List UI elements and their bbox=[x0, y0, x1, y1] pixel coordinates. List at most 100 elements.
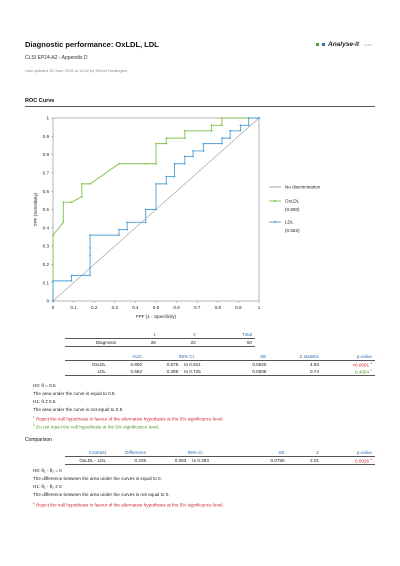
last-updated-text: Last updated 25 June 2015 at 14:02 by Si… bbox=[25, 68, 128, 73]
column-header: SE bbox=[260, 354, 267, 359]
series-point-oxldl bbox=[144, 162, 147, 165]
column-header: SE bbox=[278, 450, 285, 455]
series-point-oxldl bbox=[89, 182, 91, 185]
x-tick-label: 0.4 bbox=[132, 305, 139, 310]
series-point-oxldl bbox=[183, 129, 186, 132]
footnote-reject: 1 Reject the null hypothesis in favour o… bbox=[33, 501, 224, 508]
series-point-ldl bbox=[229, 137, 232, 140]
x-tick-label: 0.1 bbox=[70, 305, 77, 310]
row-label: Diagnosis bbox=[95, 340, 116, 345]
series-point-ldl bbox=[247, 124, 250, 127]
series-point-ldl bbox=[118, 234, 120, 237]
column-header: Total bbox=[242, 332, 252, 337]
table-cell: 0.800 bbox=[130, 362, 143, 367]
column-header: 95% CI bbox=[178, 354, 194, 359]
legend-label: OxLDL bbox=[285, 199, 300, 204]
legend-sublabel: (0.562) bbox=[285, 228, 300, 233]
series-point-oxldl bbox=[165, 137, 168, 140]
series-point-oxldl bbox=[221, 117, 223, 119]
y-axis-label: TPF (Sensitivity) bbox=[33, 192, 38, 226]
column-header: AUC bbox=[132, 354, 142, 359]
y-tick-label: 0.6 bbox=[43, 189, 50, 194]
x-tick-label: 0.7 bbox=[194, 305, 201, 310]
series-point-oxldl bbox=[80, 182, 83, 185]
series-point-ldl bbox=[52, 300, 54, 302]
series-point-ldl bbox=[89, 267, 91, 269]
series-point-oxldl bbox=[52, 234, 54, 237]
hypothesis-h0: H0: θ₁ - θ₂ = 0 bbox=[33, 468, 62, 473]
diagnosis-table: 1 0 Total Diagnosis 28 22 50 bbox=[65, 331, 255, 347]
series-point-oxldl bbox=[210, 124, 213, 127]
logo-mark-icon bbox=[322, 43, 325, 46]
report-title: Diagnostic performance: OxLDL, LDL bbox=[25, 40, 159, 49]
table-cell: 3.01 bbox=[310, 458, 319, 463]
x-tick-label: 0.6 bbox=[173, 305, 180, 310]
table-row: LDL 0.562 0.398 to 0.725 0.0836 0.74 0.4… bbox=[65, 368, 375, 376]
series-point-ldl bbox=[258, 117, 260, 119]
x-tick-label: 0.5 bbox=[153, 305, 160, 310]
column-header: Z bbox=[316, 450, 319, 455]
logo-version: v4.50 bbox=[364, 42, 372, 47]
series-point-ldl bbox=[155, 182, 157, 185]
column-header: 95% CI bbox=[187, 450, 203, 455]
x-tick-label: 0.9 bbox=[235, 305, 242, 310]
table-cell: 0.678 bbox=[166, 362, 179, 367]
series-point-ldl bbox=[173, 162, 176, 165]
p-value-cell: 0.4604 2 bbox=[354, 368, 372, 375]
table-row: OxLDL - LDL 0.238 0.083 to 0.393 0.0790 … bbox=[65, 457, 375, 465]
series-point-ldl bbox=[202, 142, 205, 145]
series-line-ldl bbox=[52, 117, 259, 301]
table-cell: 0.238 bbox=[134, 458, 147, 463]
legend-label: LDL bbox=[285, 220, 294, 225]
y-tick-label: 0.7 bbox=[43, 171, 50, 176]
series-point-ldl bbox=[89, 234, 91, 237]
series-point-ldl bbox=[144, 208, 147, 211]
table-cell: to 0.393 bbox=[192, 458, 209, 463]
row-label: LDL bbox=[97, 369, 106, 374]
x-tick-label: 0.8 bbox=[215, 305, 222, 310]
column-header: Z statistic bbox=[299, 354, 319, 359]
logo-mark-icon bbox=[316, 43, 319, 46]
series-point-ldl bbox=[126, 228, 129, 231]
series-point-oxldl bbox=[210, 129, 213, 132]
x-tick-label: 1 bbox=[258, 305, 261, 310]
column-header: p-value bbox=[356, 450, 372, 455]
series-point-ldl bbox=[173, 175, 176, 178]
series-point-oxldl bbox=[155, 162, 157, 165]
column-header: 1 bbox=[153, 332, 156, 337]
report-subtitle: CLSI EP24-A2 - Appendix D bbox=[25, 55, 88, 61]
series-point-oxldl bbox=[183, 137, 186, 140]
y-tick-label: 0.3 bbox=[43, 244, 50, 249]
section-title-roc: ROC Curve bbox=[25, 98, 55, 104]
hypothesis-h1-description: The difference between the area under th… bbox=[33, 492, 170, 497]
series-point-ldl bbox=[165, 175, 168, 178]
series-point-ldl bbox=[247, 117, 250, 119]
series-line-oxldl bbox=[52, 117, 259, 301]
series-point-ldl bbox=[202, 150, 205, 152]
series-point-ldl bbox=[239, 124, 242, 127]
table-cell: 0.083 bbox=[174, 458, 187, 463]
series-point-ldl bbox=[89, 254, 91, 257]
y-tick-label: 0 bbox=[46, 299, 49, 304]
y-tick-label: 0.9 bbox=[43, 134, 50, 139]
roc-chart: 0 0.1 0.2 0.3 0.4 0.5 0.6 0.7 0.8 0.9 1 0 0.1 0.2 0.3 0… bbox=[33, 116, 321, 319]
series-point-ldl bbox=[192, 155, 194, 158]
series-point-ldl bbox=[183, 155, 186, 158]
series-point-ldl bbox=[89, 247, 91, 249]
series-point-oxldl bbox=[165, 142, 168, 145]
series-point-ldl bbox=[144, 221, 147, 224]
table-cell: 28 bbox=[150, 340, 156, 345]
series-point-ldl bbox=[192, 150, 194, 152]
hypothesis-h0-description: The area under the curve is equal to 0.5… bbox=[33, 391, 116, 396]
legend-marker bbox=[274, 221, 276, 223]
auc-table: AUC 95% CI SE Z statistic p-value OxLDL … bbox=[65, 353, 375, 376]
x-tick-label: 0.3 bbox=[112, 305, 119, 310]
row-label: OxLDL - LDL bbox=[79, 458, 106, 463]
series-point-ldl bbox=[89, 274, 91, 277]
column-header: 0 bbox=[193, 332, 196, 337]
table-cell: 0.562 bbox=[130, 369, 143, 374]
series-point-oxldl bbox=[155, 142, 157, 145]
table-cell: 0.0790 bbox=[270, 458, 285, 463]
series-point-oxldl bbox=[62, 201, 65, 204]
table-cell: 4.83 bbox=[309, 362, 319, 367]
